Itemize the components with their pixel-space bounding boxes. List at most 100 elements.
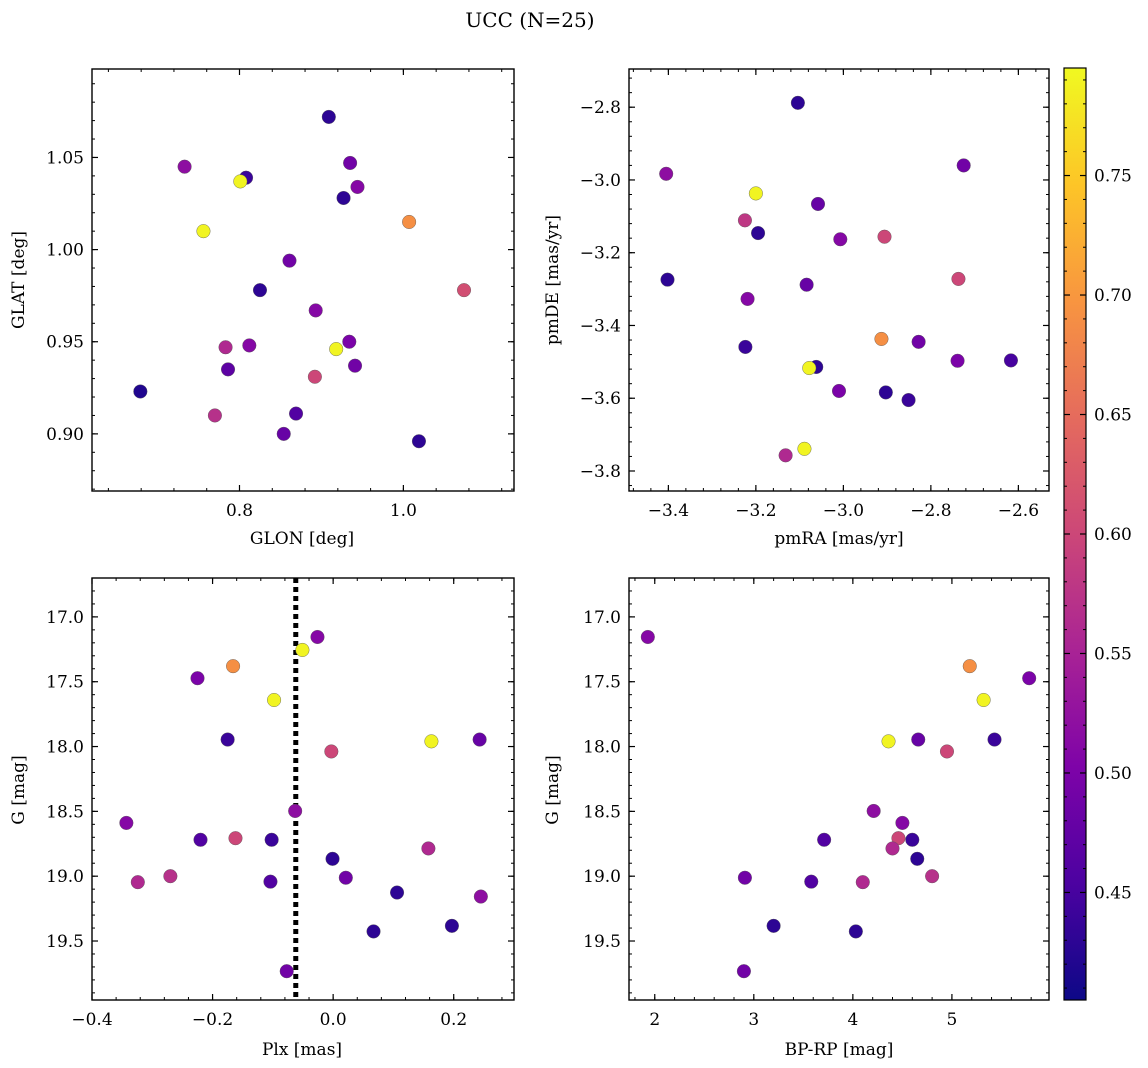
data-point bbox=[263, 874, 278, 889]
data-point bbox=[310, 629, 325, 644]
x-tick-label: −2.6 bbox=[998, 501, 1039, 521]
data-point bbox=[737, 870, 752, 885]
y-tick-label: 0.95 bbox=[46, 333, 84, 353]
data-point bbox=[1003, 353, 1018, 368]
y-tick-label: 17.0 bbox=[46, 608, 84, 628]
y-tick-label: −3.6 bbox=[580, 389, 621, 409]
data-point bbox=[738, 339, 753, 354]
data-point bbox=[878, 385, 893, 400]
y-tick-label: 18.5 bbox=[46, 802, 84, 822]
panel-plx-g: Plx [mas] G [mag] −0.4 −0.2 0.0 0.2 17.0 17.5… bbox=[9, 577, 515, 1060]
x-tick-label: −2.8 bbox=[910, 501, 951, 521]
data-point bbox=[925, 869, 940, 884]
y-tick-label: −3.4 bbox=[580, 316, 621, 336]
data-point bbox=[737, 213, 752, 228]
data-point bbox=[790, 95, 805, 110]
y-tick-label: 1.00 bbox=[46, 241, 84, 261]
x-tick-label: −3.4 bbox=[648, 501, 689, 521]
data-point bbox=[288, 803, 303, 818]
data-point bbox=[342, 334, 357, 349]
data-point bbox=[751, 226, 766, 241]
data-point bbox=[817, 832, 832, 847]
panel-glon-glat-x-label: GLON [deg] bbox=[250, 529, 354, 549]
panel-plx-g-y-label: G [mag] bbox=[9, 755, 29, 824]
data-point bbox=[910, 851, 925, 866]
data-point bbox=[987, 732, 1002, 747]
data-point bbox=[877, 229, 892, 244]
data-point bbox=[939, 744, 954, 759]
data-point bbox=[264, 832, 279, 847]
data-point bbox=[659, 166, 674, 181]
data-point bbox=[177, 159, 192, 174]
colorbar: 0.45 0.50 0.55 0.60 0.65 0.70 0.75 bbox=[1063, 67, 1132, 1001]
panel-bprp-g: BP-RP [mag] G [mag] 2 3 4 5 17.0 17.5 18.0 18.5… bbox=[543, 577, 1050, 1060]
data-point bbox=[885, 841, 900, 856]
colorbar-tick-label: 0.55 bbox=[1094, 644, 1132, 664]
data-point bbox=[324, 744, 339, 759]
data-point bbox=[748, 186, 763, 201]
data-point bbox=[832, 383, 847, 398]
y-tick-label: −3.8 bbox=[580, 462, 621, 482]
data-point bbox=[242, 338, 257, 353]
data-point bbox=[411, 434, 426, 449]
y-tick-label: 19.0 bbox=[583, 867, 621, 887]
panel-pmra-pmde-y-label: pmDE [mas/yr] bbox=[543, 215, 563, 345]
data-point bbox=[252, 283, 267, 298]
data-point bbox=[366, 924, 381, 939]
data-point bbox=[911, 334, 926, 349]
data-point bbox=[228, 831, 243, 846]
data-point bbox=[343, 155, 358, 170]
data-point bbox=[338, 870, 353, 885]
data-point bbox=[866, 803, 881, 818]
data-point bbox=[220, 732, 235, 747]
panel-plx-g-x-label: Plx [mas] bbox=[262, 1040, 342, 1060]
x-tick-label: −3.2 bbox=[735, 501, 776, 521]
data-point bbox=[193, 832, 208, 847]
data-point bbox=[976, 692, 991, 707]
data-point bbox=[472, 732, 487, 747]
data-point bbox=[799, 277, 814, 292]
x-tick-label: 0.0 bbox=[320, 1010, 347, 1030]
data-point bbox=[804, 874, 819, 889]
axes-frame bbox=[628, 68, 1050, 492]
y-tick-label: −3.2 bbox=[580, 244, 621, 264]
panel-glon-glat: GLON [deg] GLAT [deg] 0.8 1.0 0.90 0.95 1.00… bbox=[9, 68, 515, 549]
y-tick-label: 18.0 bbox=[583, 738, 621, 758]
data-point bbox=[740, 291, 755, 306]
y-tick-label: 18.5 bbox=[583, 802, 621, 822]
y-tick-label: 18.0 bbox=[46, 738, 84, 758]
data-point bbox=[1022, 671, 1037, 686]
data-point bbox=[950, 353, 965, 368]
x-tick-label: 4 bbox=[847, 1010, 858, 1030]
data-point bbox=[895, 815, 910, 830]
data-point bbox=[207, 408, 222, 423]
data-point bbox=[226, 659, 241, 674]
x-tick-label: 0.2 bbox=[440, 1010, 467, 1030]
data-point bbox=[163, 869, 178, 884]
axes-frame bbox=[91, 577, 515, 1001]
x-tick-label: −3.0 bbox=[823, 501, 864, 521]
data-point bbox=[778, 448, 793, 463]
data-point bbox=[190, 671, 205, 686]
y-tick-label: 19.5 bbox=[46, 932, 84, 952]
data-point bbox=[473, 889, 488, 904]
x-tick-label: 2 bbox=[649, 1010, 660, 1030]
data-point bbox=[962, 659, 977, 674]
y-tick-label: 17.0 bbox=[583, 608, 621, 628]
data-point bbox=[130, 875, 145, 890]
panel-pmra-pmde: pmRA [mas/yr] pmDE [mas/yr] −3.4 −3.2 −3.0… bbox=[543, 68, 1050, 549]
data-point bbox=[848, 924, 863, 939]
data-point bbox=[321, 109, 336, 124]
data-point bbox=[421, 841, 436, 856]
data-point bbox=[336, 190, 351, 205]
data-point bbox=[874, 331, 889, 346]
data-point bbox=[133, 384, 148, 399]
colorbar-tick-label: 0.65 bbox=[1094, 406, 1132, 426]
y-tick-label: 17.5 bbox=[583, 673, 621, 693]
data-point bbox=[901, 393, 916, 408]
panel-pmra-pmde-x-label: pmRA [mas/yr] bbox=[774, 529, 903, 549]
data-point bbox=[307, 369, 322, 384]
x-tick-label: 5 bbox=[947, 1010, 958, 1030]
y-tick-label: −3.0 bbox=[580, 171, 621, 191]
panel-glon-glat-y-label: GLAT [deg] bbox=[9, 231, 29, 329]
